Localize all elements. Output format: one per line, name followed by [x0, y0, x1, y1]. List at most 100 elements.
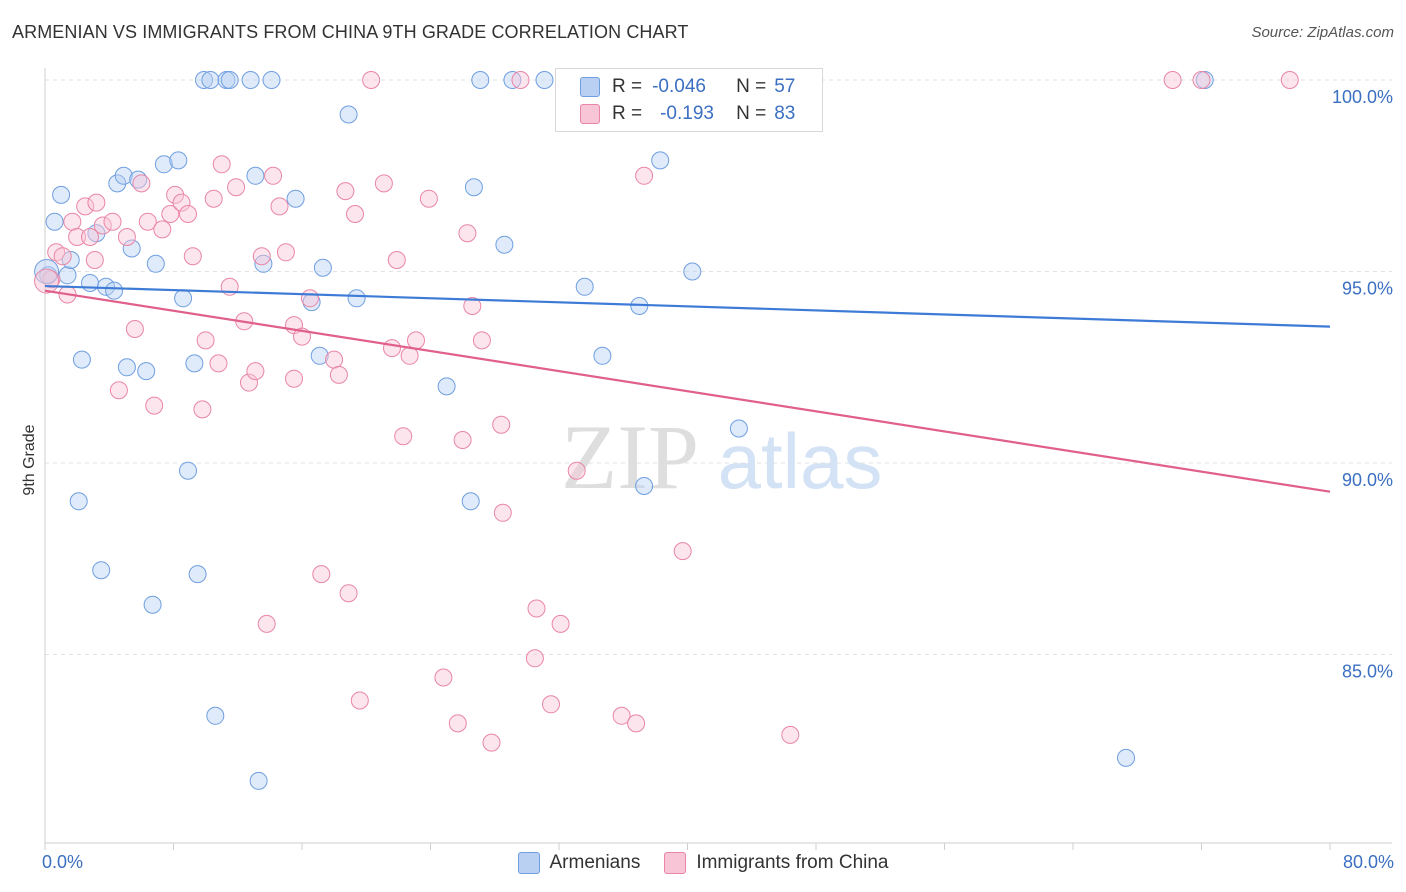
data-point	[246, 166, 265, 185]
data-point	[227, 178, 246, 197]
data-point	[313, 258, 332, 277]
data-point	[542, 695, 560, 714]
data-point	[1117, 748, 1135, 767]
data-point	[419, 189, 438, 208]
watermark: ZIP atlas	[561, 406, 882, 508]
data-point	[92, 561, 111, 580]
data-point	[172, 193, 191, 212]
data-point	[635, 477, 654, 495]
data-point	[122, 239, 141, 258]
data-point	[387, 251, 406, 269]
data-point	[85, 251, 104, 269]
data-point	[174, 289, 193, 308]
data-point	[329, 365, 348, 384]
data-point	[240, 373, 258, 392]
data-point	[262, 71, 281, 89]
data-point	[132, 174, 151, 193]
data-point	[673, 542, 692, 561]
data-point	[154, 155, 173, 174]
data-point	[169, 151, 188, 170]
legend-r-value-armenians: -0.046	[652, 76, 706, 97]
data-point	[1192, 71, 1211, 89]
data-point	[68, 228, 87, 246]
data-point	[482, 733, 501, 752]
data-point	[567, 461, 586, 480]
data-point	[339, 105, 358, 124]
data-point	[285, 369, 303, 388]
trend-line-armenians	[44, 284, 1331, 328]
x-tick-max: 80.0%	[1342, 852, 1394, 872]
data-point	[407, 331, 425, 350]
data-point	[525, 649, 544, 668]
legend-r-label: R =	[612, 103, 643, 124]
legend-swatch-armenians	[517, 852, 540, 874]
data-point	[400, 346, 419, 365]
data-point	[270, 197, 289, 216]
data-point	[249, 771, 268, 790]
data-point	[81, 274, 99, 292]
legend-r-label: R =	[612, 76, 643, 97]
data-point	[108, 174, 127, 193]
data-point	[312, 565, 331, 584]
data-point	[362, 71, 381, 89]
legend-item-china: Immigrants from China	[664, 852, 889, 874]
data-point	[729, 419, 748, 438]
data-point	[143, 595, 162, 614]
trend-lines	[44, 284, 1331, 493]
data-point	[464, 178, 483, 197]
data-points	[34, 71, 1299, 790]
data-point	[76, 197, 95, 216]
legend-label-china: Immigrants from China	[696, 852, 889, 873]
data-point	[511, 71, 530, 89]
data-point	[627, 714, 646, 733]
data-point	[257, 614, 276, 633]
data-point	[1280, 71, 1299, 89]
data-point	[81, 228, 99, 246]
axes	[44, 68, 1392, 850]
y-tick-labels: 85.0% 90.0% 95.0% 100.0%	[1332, 87, 1393, 682]
data-point	[188, 565, 207, 584]
data-point	[350, 691, 369, 710]
data-point	[201, 71, 220, 89]
y-tick-label: 95.0%	[1342, 279, 1393, 299]
data-point	[492, 415, 511, 434]
data-point	[105, 281, 124, 300]
data-point	[209, 354, 228, 373]
data-point	[346, 205, 364, 223]
legend-swatch-armenians	[580, 77, 600, 97]
data-point	[264, 166, 283, 185]
data-point	[535, 71, 554, 89]
data-point	[310, 346, 329, 365]
data-point	[458, 224, 477, 243]
data-point	[206, 706, 225, 725]
data-point	[254, 254, 273, 273]
gridlines	[45, 79, 1392, 655]
legend-n-value-china: 83	[774, 103, 796, 124]
trend-line-china	[44, 289, 1331, 493]
chart-title: ARMENIAN VS IMMIGRANTS FROM CHINA 9TH GR…	[12, 22, 689, 42]
data-point	[301, 289, 319, 308]
legend-n-label: N =	[736, 103, 767, 124]
data-point	[339, 584, 358, 603]
legend-row-china: R = -0.193 N = 83	[580, 101, 795, 127]
data-point	[551, 614, 570, 633]
data-point	[117, 358, 136, 377]
y-tick-label: 90.0%	[1342, 470, 1393, 490]
data-point	[179, 205, 197, 223]
stats-legend: R = -0.046 N = 57 R = -0.193 N = 83	[555, 68, 823, 132]
data-point	[612, 706, 631, 725]
data-point	[93, 216, 112, 235]
legend-item-armenians: Armenians	[517, 852, 640, 874]
data-point	[137, 362, 156, 381]
data-point	[781, 725, 800, 744]
legend-swatch-china	[580, 104, 600, 124]
data-point	[153, 220, 172, 239]
data-point	[34, 268, 60, 294]
data-point	[383, 339, 401, 358]
data-point	[125, 320, 144, 338]
data-point	[204, 189, 223, 208]
data-point	[461, 492, 480, 511]
data-point	[593, 346, 612, 365]
data-point	[463, 297, 482, 315]
